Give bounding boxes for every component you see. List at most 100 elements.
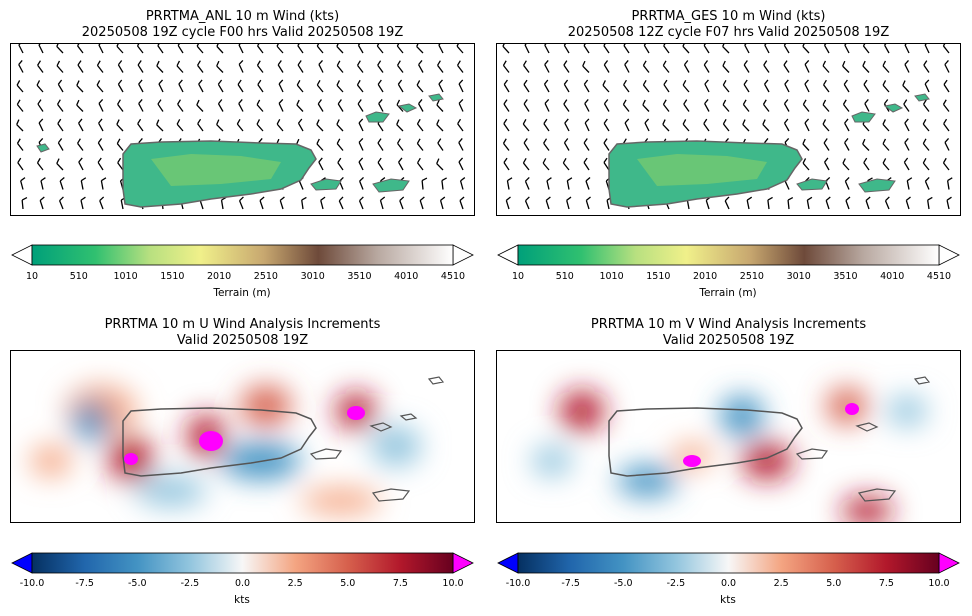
wind-barb — [522, 119, 530, 132]
wind-barb — [438, 44, 444, 54]
wind-barb — [296, 80, 304, 93]
wind-barb — [77, 138, 84, 151]
wind-barb — [946, 177, 953, 190]
wind-barb — [279, 196, 285, 210]
wind-barb — [97, 138, 104, 151]
wind-barb — [416, 118, 424, 132]
wind-barb — [563, 138, 570, 151]
increment-colorbar-label: kts — [234, 594, 250, 606]
wind-barb — [77, 44, 84, 54]
terrain-over-triangle — [938, 244, 960, 266]
wind-barb — [543, 79, 550, 93]
wind-barb — [256, 99, 264, 112]
wind-barb — [396, 44, 404, 54]
wind-barb — [137, 60, 144, 73]
wind-barb — [544, 44, 550, 54]
wind-barb — [783, 118, 790, 132]
wind-barb — [98, 98, 104, 112]
wind-barb — [178, 79, 184, 93]
wind-barb — [59, 176, 65, 190]
wind-barb — [217, 99, 224, 112]
puerto-rico-outline — [122, 407, 317, 477]
wind-barb — [722, 60, 730, 73]
wind-barb — [825, 196, 831, 210]
colorbar-tick-label: 4510 — [440, 271, 466, 282]
increment-colorbar-svg — [497, 552, 960, 574]
wind-barb — [642, 60, 650, 73]
wind-barb — [922, 138, 930, 151]
wind-barb — [296, 99, 304, 112]
wind-barb — [80, 196, 86, 210]
wind-barb — [259, 196, 265, 210]
wind-barb — [177, 44, 184, 54]
wind-barb — [624, 60, 630, 73]
colorbar-tick-label: 3510 — [347, 271, 372, 282]
wind-barb — [158, 79, 164, 93]
vieques-island — [796, 178, 828, 191]
wind-barb — [862, 138, 870, 151]
u-increment-field — [31, 386, 421, 513]
wind-barb — [117, 99, 124, 112]
colorbar-tick-label: -5.0 — [613, 578, 633, 589]
wind-barb — [783, 44, 790, 54]
colorbar-tick-label: 1010 — [599, 271, 624, 282]
wind-barb — [99, 196, 105, 210]
wind-barb — [503, 99, 510, 112]
wind-barb — [336, 119, 344, 132]
wind-barb — [563, 79, 570, 93]
wind-barb — [77, 60, 84, 73]
terrain-colorbar-label: Terrain (m) — [699, 287, 757, 299]
st-john-outline — [399, 413, 418, 421]
wind-barb — [523, 60, 530, 73]
wind-barb — [36, 157, 44, 171]
colorbar-tick-label: 2010 — [693, 271, 718, 282]
wind-barb — [523, 99, 530, 112]
wind-barb — [542, 158, 550, 171]
colorbar-tick-label: -10.0 — [505, 578, 531, 589]
st-croix-island — [858, 178, 896, 193]
wind-barb — [564, 118, 570, 132]
wind-barb — [804, 59, 810, 73]
mona-island — [36, 143, 50, 153]
increment-under-triangle — [11, 552, 33, 574]
st-thomas-island — [365, 111, 390, 123]
anegada-island — [914, 93, 930, 102]
wind-barb — [903, 99, 910, 112]
u-inc-title-line2: Valid 20250508 19Z — [176, 333, 309, 348]
wind-barb — [358, 157, 364, 171]
wind-barb — [844, 44, 850, 54]
wind-barb — [743, 79, 750, 93]
wind-barb — [524, 44, 530, 54]
wind-barb — [377, 138, 384, 151]
wind-barb — [904, 118, 910, 132]
wind-barb — [399, 196, 405, 210]
wind-barb — [904, 59, 910, 73]
ges-title-line2: 20250508 12Z cycle F07 hrs Valid 2025050… — [567, 25, 890, 40]
wind-barb — [458, 138, 464, 151]
wind-barb — [783, 60, 790, 73]
wind-barb — [96, 60, 104, 73]
wind-barb — [703, 118, 710, 132]
wind-barb — [358, 137, 364, 151]
wind-barb — [419, 196, 425, 210]
wind-barb — [523, 138, 530, 151]
wind-barb — [906, 177, 913, 190]
wind-barb — [216, 119, 224, 132]
wind-barb — [318, 157, 324, 171]
wind-barb — [39, 196, 45, 210]
wind-barb — [16, 80, 24, 93]
wind-barb — [744, 44, 750, 54]
wind-barb — [923, 60, 930, 73]
v-increment-field — [532, 388, 927, 522]
wind-barb — [236, 118, 244, 132]
wind-barb — [822, 119, 830, 132]
wind-barb — [924, 44, 930, 54]
increment-colorbar-label: kts — [720, 594, 736, 606]
colorbar-tick-label: 10.0 — [442, 578, 464, 589]
wind-barb — [436, 158, 444, 171]
wind-barb — [76, 80, 84, 93]
wind-barb — [196, 99, 204, 112]
wind-barb — [603, 44, 610, 54]
wind-barb — [865, 196, 871, 210]
wind-barb — [458, 98, 464, 112]
